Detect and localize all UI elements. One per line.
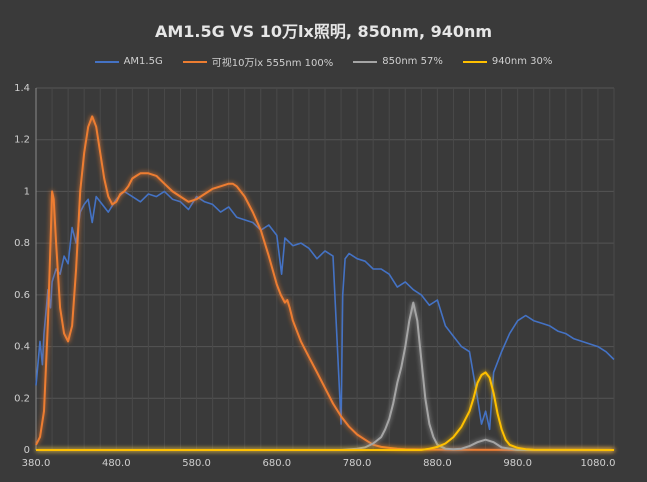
legend-label: 可视10万lx 555nm 100% bbox=[211, 58, 334, 69]
legend-item: 可视10万lx 555nm 100% bbox=[182, 54, 334, 69]
y-tick-label: 1 bbox=[24, 186, 30, 197]
legend-swatch bbox=[462, 60, 487, 63]
series-line-3 bbox=[36, 371, 615, 451]
series-line-1 bbox=[35, 115, 614, 451]
series-line-2 bbox=[36, 301, 614, 451]
y-tick-label: 1.2 bbox=[14, 135, 30, 146]
x-tick-label: 780.0 bbox=[343, 458, 372, 469]
y-tick-label: 1.4 bbox=[14, 83, 30, 94]
legend-item: 850nm 57% bbox=[353, 54, 443, 69]
y-tick-label: 0.6 bbox=[14, 290, 30, 301]
legend: AM1.5G 可视10万lx 555nm 100% 850nm 57% 940nm 3… bbox=[0, 54, 647, 69]
x-tick-label: 480.0 bbox=[102, 458, 131, 469]
y-tick-label: 0.2 bbox=[14, 393, 30, 404]
legend-swatch bbox=[182, 60, 207, 63]
y-tick-label: 0.8 bbox=[14, 238, 30, 249]
x-tick-label: 680.0 bbox=[263, 458, 292, 469]
x-tick-label: 880.0 bbox=[423, 458, 452, 469]
chart-title: AM1.5G VS 10万lx照明, 850nm, 940nm bbox=[154, 22, 493, 41]
series-line-0 bbox=[35, 190, 615, 431]
legend-item: AM1.5G bbox=[94, 54, 163, 69]
legend-label: 850nm 57% bbox=[382, 56, 443, 67]
x-tick-label: 580.0 bbox=[182, 458, 211, 469]
legend-label: 940nm 30% bbox=[491, 56, 553, 67]
x-tick-label: 380.0 bbox=[22, 458, 51, 469]
y-tick-label: 0.4 bbox=[14, 342, 30, 353]
x-tick-label: 980.0 bbox=[503, 458, 532, 469]
legend-label: AM1.5G bbox=[123, 56, 163, 67]
legend-item: 940nm 30% bbox=[462, 54, 553, 69]
x-tick-label: 1080.0 bbox=[580, 458, 615, 469]
legend-swatch bbox=[353, 60, 378, 63]
y-tick-label: 0 bbox=[24, 445, 30, 456]
legend-swatch bbox=[94, 60, 119, 63]
